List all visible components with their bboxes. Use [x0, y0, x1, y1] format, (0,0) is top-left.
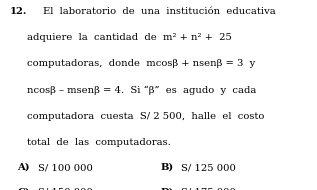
- Text: computadoras,  donde  mcosβ + nsenβ = 3  y: computadoras, donde mcosβ + nsenβ = 3 y: [27, 59, 255, 68]
- Text: B): B): [160, 163, 173, 172]
- Text: ncosβ – msenβ = 4.  Si “β”  es  agudo  y  cada: ncosβ – msenβ = 4. Si “β” es agudo y cad…: [27, 85, 256, 95]
- Text: adquiere  la  cantidad  de  m² + n² +  25: adquiere la cantidad de m² + n² + 25: [27, 33, 232, 42]
- Text: S/ 175 000: S/ 175 000: [181, 187, 236, 190]
- Text: computadora  cuesta  S/ 2 500,  halle  el  costo: computadora cuesta S/ 2 500, halle el co…: [27, 112, 264, 120]
- Text: total  de  las  computadoras.: total de las computadoras.: [27, 138, 171, 147]
- Text: S/ 100 000: S/ 100 000: [38, 163, 93, 172]
- Text: A): A): [17, 163, 30, 172]
- Text: S/ 125 000: S/ 125 000: [181, 163, 236, 172]
- Text: 12.: 12.: [10, 7, 27, 16]
- Text: C): C): [17, 187, 30, 190]
- Text: S/ 150 000: S/ 150 000: [38, 187, 93, 190]
- Text: D): D): [160, 187, 174, 190]
- Text: El  laboratorio  de  una  institución  educativa: El laboratorio de una institución educat…: [43, 7, 275, 16]
